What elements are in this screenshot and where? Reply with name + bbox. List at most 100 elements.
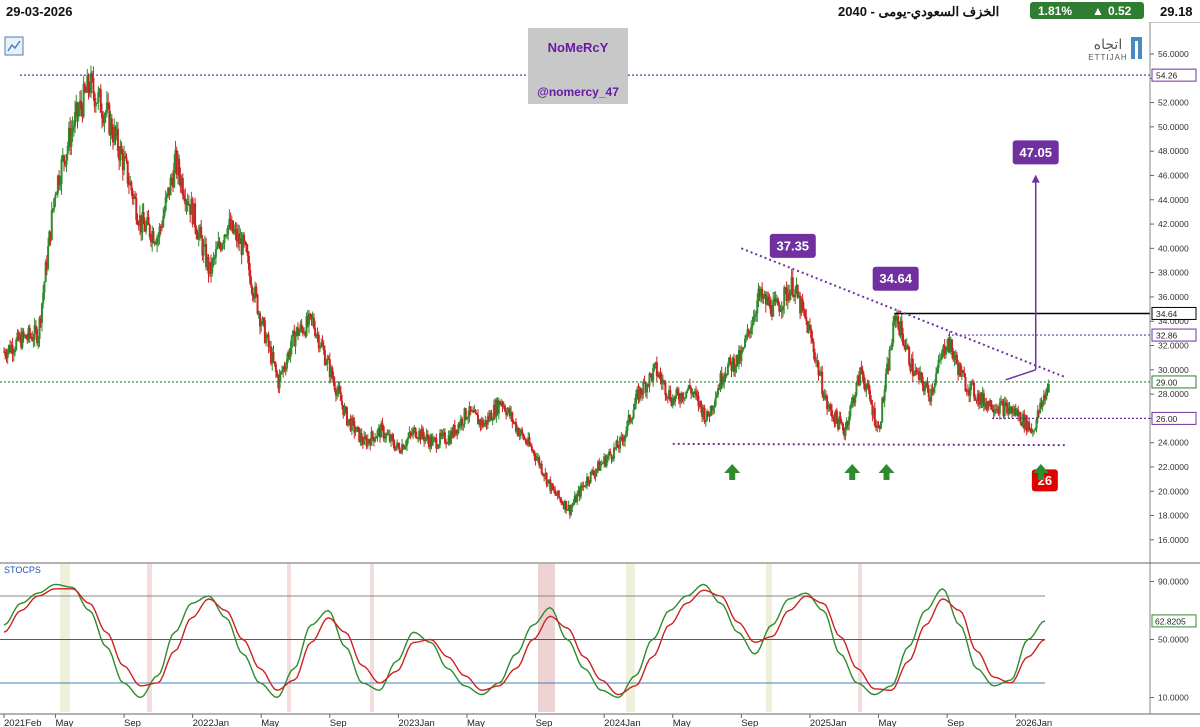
candle-body [861, 369, 864, 375]
time-tick-label: 2021Feb [4, 718, 42, 727]
candle-body [920, 372, 923, 377]
candle-body [857, 375, 860, 385]
candle-body [707, 411, 710, 416]
candle-body [840, 422, 843, 424]
price-tick-label: 56.0000 [1158, 49, 1189, 59]
candle-body [1044, 395, 1047, 400]
candle-body [1015, 410, 1018, 416]
candle-body [66, 146, 69, 155]
candle-body [842, 423, 845, 431]
candle-body [830, 410, 833, 417]
candle-body [22, 331, 25, 337]
candle-body [207, 256, 210, 275]
stoch-zone [147, 564, 152, 712]
candle-body [769, 299, 772, 314]
candle-body [537, 457, 540, 459]
candle-body [376, 430, 379, 438]
candle-body [728, 357, 731, 366]
candle-body [221, 244, 224, 251]
candle-body [203, 244, 206, 246]
candle-body [11, 345, 14, 355]
candle-body [16, 332, 19, 340]
candle-body [6, 350, 9, 358]
candle-body [588, 482, 591, 484]
candle-body [415, 436, 418, 439]
watermark-box [528, 28, 628, 104]
annotation-box [872, 266, 919, 291]
candle-body [230, 220, 233, 230]
candle-body [217, 241, 220, 248]
candle-body [543, 474, 546, 477]
candle-body [551, 483, 554, 490]
candle-body [63, 155, 66, 162]
candle-body [986, 401, 989, 409]
candle-body [666, 397, 669, 399]
candle-body [739, 350, 742, 362]
candle-body [320, 342, 323, 347]
candle-body [407, 437, 410, 440]
candle-body [713, 405, 716, 408]
candle-body [451, 430, 454, 437]
candle-body [762, 296, 765, 300]
candle-body [149, 236, 152, 243]
price-tick-label: 36.0000 [1158, 292, 1189, 302]
candle-body [470, 410, 473, 412]
candle-body [724, 374, 727, 376]
candle-body [1020, 423, 1023, 426]
time-tick-label: Sep [741, 718, 758, 727]
candle-body [977, 393, 980, 405]
candle-body [387, 434, 390, 436]
candle-body [195, 227, 198, 235]
candle-body [441, 432, 444, 436]
chart-area[interactable]: STOCPS 56.000054.000052.000050.000048.00… [0, 22, 1200, 727]
candle-body [337, 386, 340, 392]
candle-body [74, 111, 77, 127]
candle-body [420, 428, 423, 440]
candle-body [748, 331, 751, 334]
candle-body [424, 437, 427, 442]
candle-body [835, 410, 838, 420]
candle-body [1018, 412, 1021, 417]
candle-body [44, 261, 47, 283]
candle-body [866, 383, 869, 387]
candle-body [902, 333, 905, 345]
candle-body [390, 434, 393, 442]
candle-body [241, 234, 244, 255]
candle-body [682, 397, 685, 400]
candle-body [688, 385, 691, 388]
candle-body [556, 490, 559, 496]
candle-body [137, 224, 140, 227]
candle-body [938, 359, 941, 361]
price-level-box [1151, 306, 1197, 320]
candle-body [908, 347, 911, 365]
candle-body [560, 499, 563, 504]
price-level-label: 34.64 [1156, 309, 1178, 319]
candle-body [89, 73, 92, 94]
candle-body [987, 401, 990, 407]
candle-body [40, 303, 43, 323]
candle-body [305, 316, 308, 337]
candle-body [25, 335, 28, 339]
candle-body [552, 489, 555, 491]
candle-body [102, 117, 105, 123]
candle-body [905, 345, 908, 350]
candle-body [391, 434, 394, 439]
candle-body [363, 436, 366, 445]
time-tick-label: May [879, 718, 897, 727]
candle-body [1007, 407, 1010, 414]
candle-body [499, 401, 502, 406]
candle-body [412, 430, 415, 435]
candle-body [87, 75, 90, 91]
candle-body [495, 400, 498, 417]
candle-body [693, 391, 696, 394]
candle-body [774, 298, 777, 302]
candle-body [58, 175, 61, 186]
candle-body [758, 288, 761, 297]
candle-body [224, 235, 227, 237]
candle-body [795, 285, 798, 290]
candle-body [17, 332, 20, 341]
candle-body [260, 324, 263, 327]
candle-body [904, 346, 907, 350]
candle-body [813, 352, 816, 362]
candle-body [910, 358, 913, 371]
